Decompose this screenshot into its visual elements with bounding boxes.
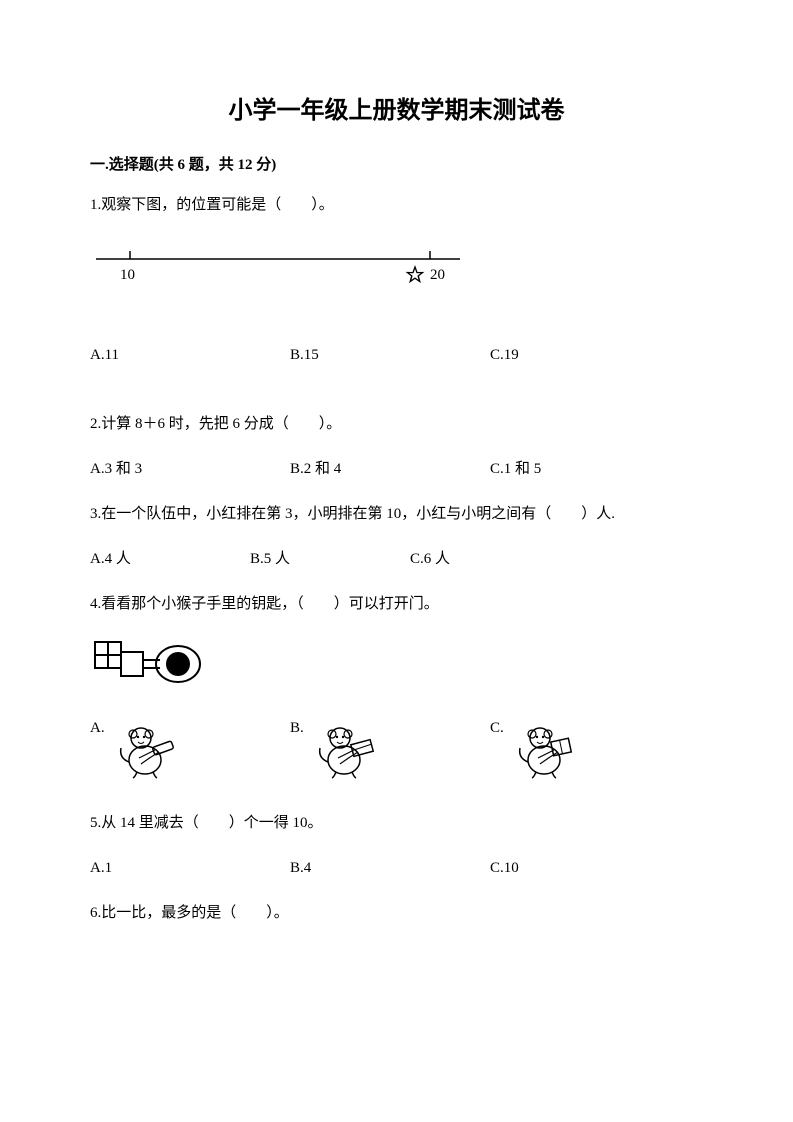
section-header: 一.选择题(共 6 题，共 12 分) bbox=[90, 153, 703, 174]
q4-option-c: C. bbox=[490, 720, 580, 780]
lock-svg bbox=[90, 636, 230, 691]
q5-text: 5.从 14 里减去（ ）个一得 10。 bbox=[90, 810, 703, 837]
q3-option-c: C.6 人 bbox=[410, 546, 450, 573]
q4-option-a-label: A. bbox=[90, 720, 105, 737]
monkey-icon bbox=[510, 720, 580, 780]
monkey-icon bbox=[310, 720, 380, 780]
q3-option-b: B.5 人 bbox=[250, 546, 410, 573]
q3-options: A.4 人 B.5 人 C.6 人 bbox=[90, 546, 703, 573]
q4-text: 4.看看那个小猴子手里的钥匙，（ ）可以打开门。 bbox=[90, 591, 703, 618]
q5-option-b: B.4 bbox=[290, 855, 490, 882]
q3-option-a: A.4 人 bbox=[90, 546, 250, 573]
q4-option-a: A. bbox=[90, 720, 290, 780]
q5-options: A.1 B.4 C.10 bbox=[90, 855, 703, 882]
q4-option-b-label: B. bbox=[290, 720, 304, 737]
q1-option-b: B.15 bbox=[290, 342, 490, 369]
q4-option-b: B. bbox=[290, 720, 490, 780]
star-icon bbox=[406, 265, 425, 283]
page-title: 小学一年级上册数学期末测试卷 bbox=[90, 90, 703, 125]
q1-option-c: C.19 bbox=[490, 342, 519, 369]
q1-figure: 10 20 bbox=[90, 241, 703, 302]
q3-text: 3.在一个队伍中，小红排在第 3，小明排在第 10，小红与小明之间有（ ）人. bbox=[90, 501, 703, 528]
q6-text: 6.比一比，最多的是（ ）。 bbox=[90, 900, 703, 927]
q2-option-a: A.3 和 3 bbox=[90, 456, 290, 483]
q4-figure bbox=[90, 636, 703, 696]
q4-options: A. B. bbox=[90, 720, 703, 780]
numberline-label-right: 20 bbox=[430, 267, 445, 283]
q2-option-b: B.2 和 4 bbox=[290, 456, 490, 483]
q2-text: 2.计算 8＋6 时，先把 6 分成（ ）。 bbox=[90, 411, 703, 438]
q1-option-a: A.11 bbox=[90, 342, 290, 369]
numberline-label-left: 10 bbox=[120, 267, 135, 283]
q2-options: A.3 和 3 B.2 和 4 C.1 和 5 bbox=[90, 456, 703, 483]
q1-text: 1.观察下图，的位置可能是（ ）。 bbox=[90, 192, 703, 219]
q5-option-a: A.1 bbox=[90, 855, 290, 882]
q5-option-c: C.10 bbox=[490, 855, 519, 882]
q2-option-c: C.1 和 5 bbox=[490, 456, 541, 483]
monkey-icon bbox=[111, 720, 181, 780]
q1-options: A.11 B.15 C.19 bbox=[90, 342, 703, 369]
numberline-svg: 10 20 bbox=[90, 241, 490, 297]
q4-option-c-label: C. bbox=[490, 720, 504, 737]
